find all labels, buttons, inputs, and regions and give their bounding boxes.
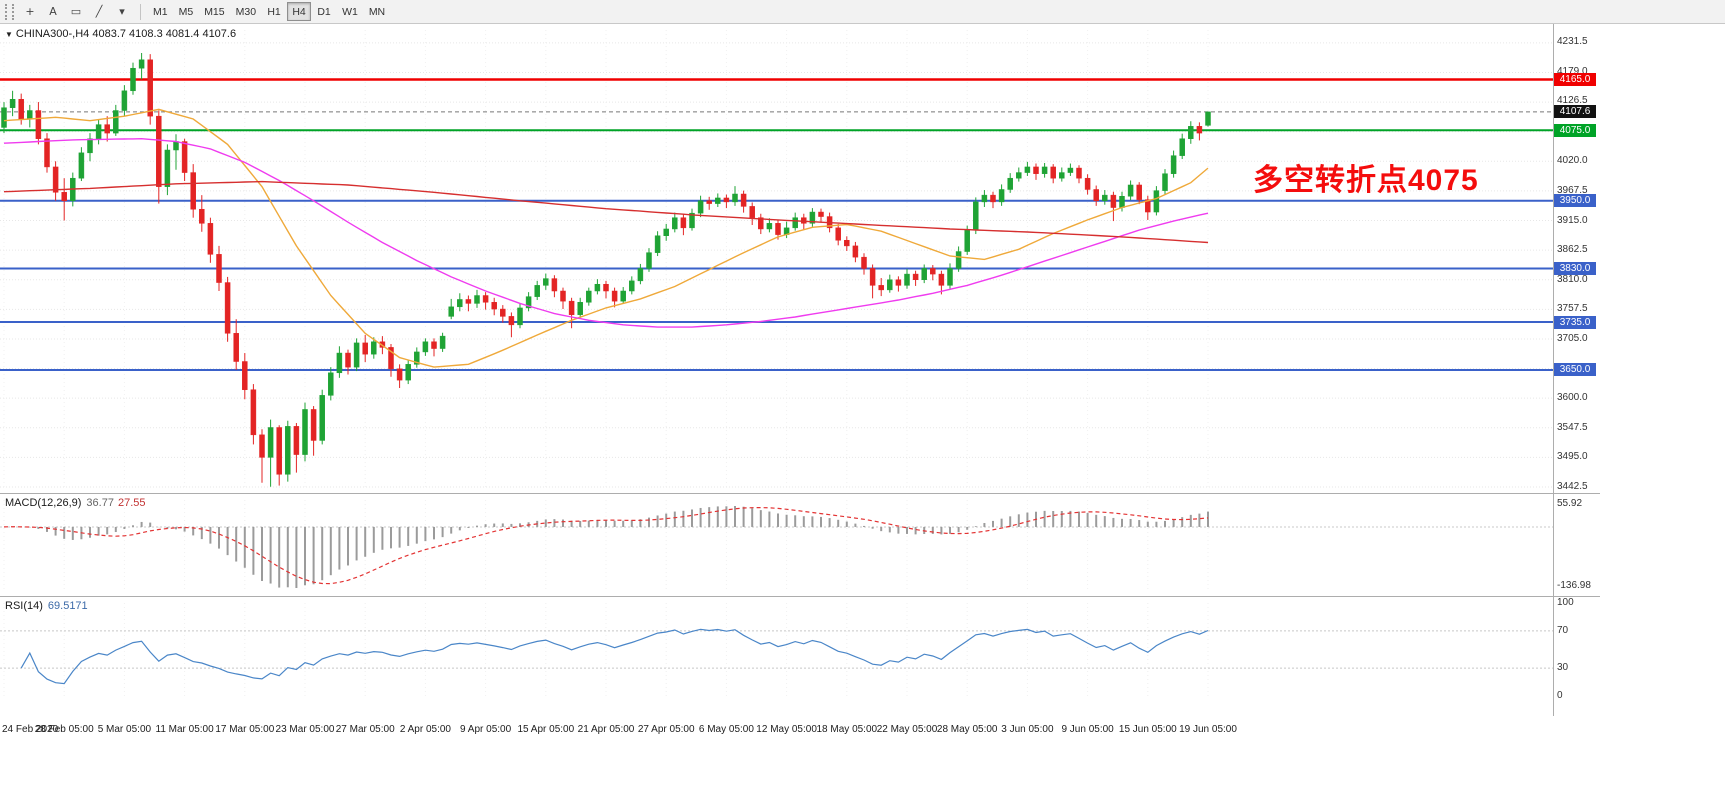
timeframe-button-M1[interactable]: M1 — [148, 2, 173, 21]
price-tag: 4107.6 — [1554, 105, 1596, 119]
ma-slow-red — [3, 180, 1209, 244]
price-axis-line — [1553, 24, 1554, 716]
x-axis-label: 27 Apr 05:00 — [637, 724, 695, 735]
y-axis-label: 3705.0 — [1557, 332, 1588, 344]
rsi-scale-label: 100 — [1557, 597, 1574, 608]
panel-separator-macd[interactable] — [0, 493, 1600, 494]
ma-medium-magenta — [3, 137, 1209, 328]
y-axis-label: 4179.0 — [1557, 65, 1588, 77]
chevron-down-icon[interactable]: ▾ — [111, 2, 133, 21]
toolbar: + A ▭ ╱ ▾ M1 M5 M15 M30 H1 H4 D1 W1 MN — [0, 0, 1725, 24]
x-axis-label: 6 May 05:00 — [698, 724, 754, 735]
x-axis-label: 12 May 05:00 — [756, 724, 817, 735]
drawing-tools-group: + A ▭ ╱ ▾ — [19, 2, 133, 21]
x-axis-label: 15 Jun 05:00 — [1118, 724, 1177, 735]
macd-value-main: 36.77 — [86, 497, 114, 509]
y-axis-label: 3547.5 — [1557, 421, 1588, 433]
macd-scale-max: 55.92 — [1557, 498, 1583, 509]
y-axis-label: 4231.5 — [1557, 36, 1588, 47]
collapse-arrow-icon[interactable]: ▼ — [5, 30, 13, 39]
rsi-label: RSI(14) 69.5171 — [5, 600, 88, 612]
price-chart-canvas[interactable] — [0, 24, 1600, 740]
candlestick-series — [1, 52, 1211, 487]
x-axis-label: 28 May 05:00 — [936, 724, 998, 735]
crosshair-icon[interactable]: + — [19, 2, 41, 21]
x-axis-label: 22 May 05:00 — [876, 724, 938, 735]
macd-value-signal: 27.55 — [117, 497, 146, 509]
y-axis-label: 3600.0 — [1557, 392, 1588, 404]
x-axis-label: 9 Jun 05:00 — [1061, 724, 1114, 735]
price-tag: 4075.0 — [1554, 123, 1596, 137]
timeframe-button-H4[interactable]: H4 — [287, 2, 312, 21]
ohlc-values: 4083.7 4108.3 4081.4 4107.6 — [92, 28, 237, 40]
x-axis-label: 3 Jun 05:00 — [1001, 724, 1054, 735]
y-axis-label: 3862.5 — [1557, 244, 1588, 256]
y-axis-label: 3495.0 — [1557, 451, 1588, 463]
timeframe-button-W1[interactable]: W1 — [337, 2, 363, 21]
chart-title: ▼ CHINA300-,H4 4083.7 4108.3 4081.4 4107.… — [5, 28, 236, 40]
timeframe-button-D1[interactable]: D1 — [312, 2, 336, 21]
x-axis-label: 28 Feb 05:00 — [34, 724, 94, 735]
price-tag: 4165.0 — [1554, 73, 1596, 86]
x-axis-label: 5 Mar 05:00 — [97, 724, 152, 735]
macd-name: MACD(12,26,9) — [5, 497, 82, 509]
x-axis-label: 18 May 05:00 — [816, 724, 878, 735]
price-tag: 3650.0 — [1554, 363, 1596, 377]
x-axis-label: 27 Mar 05:00 — [335, 724, 395, 735]
x-axis-label: 2 Apr 05:00 — [399, 724, 451, 735]
ma-fast-orange — [3, 108, 1209, 368]
y-axis-label: 3757.5 — [1557, 303, 1588, 315]
toolbar-divider — [140, 3, 141, 20]
x-axis-label: 24 Feb 2020 — [2, 724, 59, 735]
y-axis-label: 4020.0 — [1557, 155, 1588, 167]
timeframe-button-M5[interactable]: M5 — [174, 2, 199, 21]
rsi-value: 69.5171 — [47, 600, 88, 612]
x-axis-label: 15 Apr 05:00 — [517, 724, 575, 735]
y-axis-label: 3810.0 — [1557, 273, 1588, 285]
rsi-scale-label: 0 — [1557, 690, 1563, 701]
symbol-timeframe-label: CHINA300-,H4 — [15, 28, 90, 40]
trendline-tool-icon[interactable]: ╱ — [88, 2, 110, 21]
rsi-scale-label: 70 — [1557, 624, 1569, 636]
y-axis-label: 4126.5 — [1557, 95, 1588, 107]
price-tag: 3950.0 — [1554, 194, 1596, 208]
price-tag: 3830.0 — [1554, 261, 1596, 275]
macd-signal-line — [3, 506, 1209, 585]
x-axis-label: 9 Apr 05:00 — [460, 724, 512, 735]
x-axis-label: 19 Jun 05:00 — [1179, 724, 1237, 735]
rsi-name: RSI(14) — [5, 600, 43, 612]
x-axis-label: 11 Mar 05:00 — [155, 724, 214, 735]
y-axis-label: 3967.5 — [1557, 184, 1588, 196]
timeframe-button-MN[interactable]: MN — [364, 2, 390, 21]
macd-histogram — [11, 506, 1209, 588]
timeframe-button-M15[interactable]: M15 — [199, 2, 229, 21]
rsi-line — [20, 628, 1209, 685]
timeframe-button-M30[interactable]: M30 — [231, 2, 261, 21]
toolbar-grip[interactable] — [5, 3, 14, 20]
macd-scale-min: -136.98 — [1557, 580, 1591, 591]
macd-label: MACD(12,26,9) 36.77 27.55 — [5, 497, 145, 509]
rsi-scale-label: 30 — [1557, 662, 1569, 674]
shapes-tool-icon[interactable]: ▭ — [65, 2, 87, 21]
price-tag: 3735.0 — [1554, 315, 1596, 329]
panel-separator-rsi[interactable] — [0, 596, 1600, 597]
timeframe-button-H1[interactable]: H1 — [262, 2, 286, 21]
chart-window: ▼ CHINA300-,H4 4083.7 4108.3 4081.4 4107.… — [0, 24, 1725, 788]
text-tool-icon[interactable]: A — [42, 2, 64, 21]
chart-annotation[interactable]: 多空转折点4075 — [1253, 164, 1479, 197]
y-axis-label: 3442.5 — [1557, 481, 1588, 492]
x-axis-label: 21 Apr 05:00 — [577, 724, 635, 735]
timeframe-buttons-group: M1 M5 M15 M30 H1 H4 D1 W1 MN — [148, 2, 390, 21]
x-axis-label: 17 Mar 05:00 — [215, 724, 275, 735]
y-axis-label: 3915.0 — [1557, 214, 1588, 226]
x-axis-label: 23 Mar 05:00 — [275, 724, 335, 735]
